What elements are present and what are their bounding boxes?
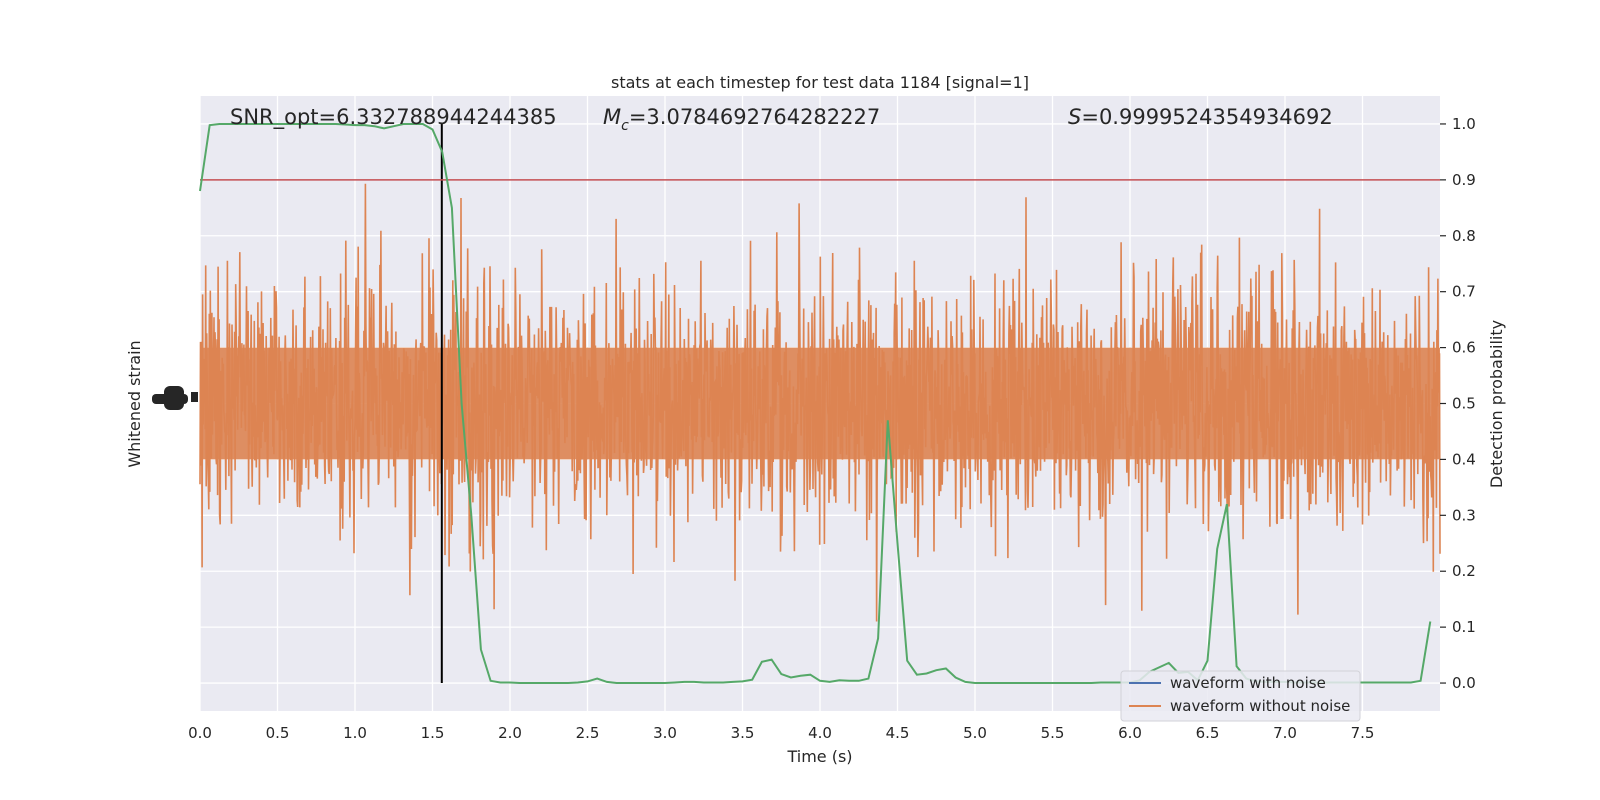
chirp-mass-symbol: M bbox=[603, 105, 621, 129]
y-tick-label: 0.0 bbox=[1452, 674, 1476, 692]
left-tick-mark bbox=[191, 392, 198, 402]
x-tick-label: 4.5 bbox=[886, 724, 910, 742]
x-tick-label: 3.5 bbox=[731, 724, 755, 742]
y-tick-label: 0.5 bbox=[1452, 395, 1476, 413]
x-tick-label: 0.0 bbox=[188, 724, 212, 742]
x-tick-label: 1.0 bbox=[343, 724, 367, 742]
y-tick-label: 0.6 bbox=[1452, 339, 1476, 357]
x-tick-label: 6.0 bbox=[1118, 724, 1142, 742]
x-axis-ticks: 0.0 0.5 1.0 1.5 2.0 2.5 3.0 3.5 4.0 4.5 5.0 5.5 6.0 6… bbox=[188, 724, 1374, 742]
x-tick-label: 2.0 bbox=[498, 724, 522, 742]
x-tick-label: 0.5 bbox=[266, 724, 290, 742]
score-annotation: S=0.9999524354934692 bbox=[1068, 105, 1333, 129]
y-tick-label: 0.3 bbox=[1452, 506, 1476, 524]
x-tick-label: 6.5 bbox=[1196, 724, 1220, 742]
y-tick-label: 0.7 bbox=[1452, 283, 1476, 301]
y-tick-label: 0.2 bbox=[1452, 562, 1476, 580]
legend: waveform with noise waveform without noi… bbox=[1120, 670, 1361, 722]
y-tick-label: 0.9 bbox=[1452, 171, 1476, 189]
legend-box bbox=[1120, 670, 1361, 722]
legend-label-no-noise: waveform without noise bbox=[1170, 697, 1350, 715]
chirp-mass-annotation: Mc=3.0784692764282227 bbox=[603, 105, 880, 134]
right-axis-label: Detection probability bbox=[1487, 320, 1506, 488]
y-tick-label: 0.4 bbox=[1452, 450, 1476, 468]
detection-probability-line bbox=[199, 123, 1432, 684]
y-tick-label: 1.0 bbox=[1452, 115, 1476, 133]
left-axis-collapsed-ticks bbox=[152, 386, 198, 410]
right-axis-ticks: 0.0 0.1 0.2 0.3 0.4 0.5 0.6 0.7 0.8 0.9 1.0 bbox=[1440, 115, 1476, 692]
chart-title: stats at each timestep for test data 118… bbox=[611, 73, 1029, 92]
x-axis-label: Time (s) bbox=[786, 747, 852, 766]
y-tick-label: 0.8 bbox=[1452, 227, 1476, 245]
x-tick-label: 5.0 bbox=[963, 724, 987, 742]
snr-annotation: SNR_opt=6.332788944244385 bbox=[230, 105, 557, 130]
strain-series bbox=[199, 183, 1441, 622]
x-tick-label: 7.5 bbox=[1351, 724, 1375, 742]
x-tick-label: 1.5 bbox=[421, 724, 445, 742]
chirp-mass-subscript: c bbox=[621, 118, 629, 134]
chirp-mass-value: =3.0784692764282227 bbox=[629, 105, 880, 129]
x-tick-label: 3.0 bbox=[653, 724, 677, 742]
x-tick-label: 4.0 bbox=[808, 724, 832, 742]
score-value: =0.9999524354934692 bbox=[1081, 105, 1332, 129]
left-tick-cluster-core bbox=[164, 386, 184, 410]
score-symbol: S bbox=[1068, 105, 1081, 129]
left-axis-label: Whitened strain bbox=[125, 340, 144, 467]
strain-dense-band bbox=[200, 347, 1440, 460]
legend-label-noise: waveform with noise bbox=[1170, 674, 1326, 692]
y-tick-label: 0.1 bbox=[1452, 618, 1476, 636]
x-tick-label: 5.5 bbox=[1041, 724, 1065, 742]
x-tick-label: 2.5 bbox=[576, 724, 600, 742]
x-tick-label: 7.0 bbox=[1273, 724, 1297, 742]
